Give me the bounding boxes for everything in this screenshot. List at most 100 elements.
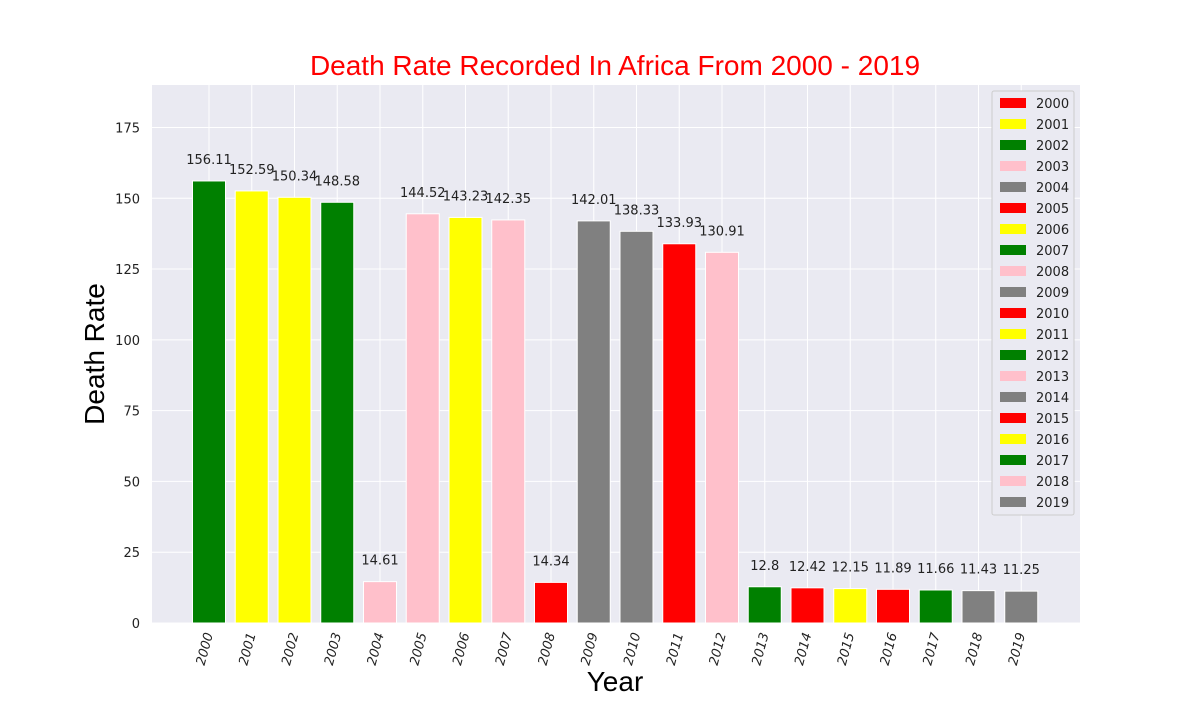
legend-label: 2017 [1036,454,1069,469]
legend-label: 2002 [1036,139,1069,154]
bar [192,180,226,624]
bar [363,581,397,624]
legend-swatch [1000,161,1026,171]
data-label: 148.58 [315,174,361,189]
bar [234,190,269,624]
legend-label: 2018 [1036,475,1069,490]
x-tick-label: 2014 [792,631,815,667]
data-label: 130.91 [699,224,745,239]
x-tick-label: 2017 [921,630,944,667]
y-tick-label: 175 [115,121,140,136]
legend-label: 2003 [1036,160,1069,175]
y-tick-label: 0 [132,617,140,632]
legend-label: 2007 [1036,244,1069,259]
legend-label: 2009 [1036,286,1069,301]
x-tick-label: 2000 [194,631,217,667]
data-label: 142.01 [571,193,617,208]
x-tick-label: 2003 [322,631,345,667]
chart-title: Death Rate Recorded In Africa From 2000 … [310,50,920,81]
y-tick-label: 50 [123,475,140,490]
x-axis-ticks: 2000 2001 2002 2003 2004 2005 2006 2007 2008 2009… [194,630,1029,667]
data-label: 14.34 [532,554,569,569]
legend-label: 2016 [1036,433,1069,448]
legend-label: 2005 [1036,202,1069,217]
legend-label: 2013 [1036,370,1069,385]
x-tick-label: 2002 [279,631,302,667]
legend-label: 2006 [1036,223,1069,238]
legend-swatch [1000,119,1026,129]
data-label: 12.15 [832,561,869,576]
legend-swatch [1000,497,1026,507]
legend-swatch [1000,203,1026,213]
data-label: 12.8 [750,559,779,574]
x-tick-label: 2005 [408,631,431,667]
data-label: 144.52 [400,186,446,201]
bar [790,587,825,624]
x-tick-label: 2019 [1006,631,1029,667]
x-tick-label: 2018 [963,631,986,667]
data-label: 152.59 [229,163,275,178]
y-tick-label: 150 [115,192,140,207]
y-axis-label: Death Rate [79,283,110,425]
y-axis-ticks: 0 25 50 75 100 125 150 175 [115,121,140,632]
bar [833,588,868,624]
bar [576,220,611,624]
x-tick-label: 2009 [579,631,602,667]
bar [320,201,355,624]
legend-swatch [1000,182,1026,192]
y-tick-label: 100 [115,334,140,349]
data-label: 11.89 [874,561,911,576]
legend-swatch [1000,350,1026,360]
legend-swatch [1000,308,1026,318]
bar [747,586,782,624]
legend-label: 2004 [1036,181,1069,196]
data-label: 133.93 [657,216,703,231]
bar [405,213,440,624]
y-tick-label: 75 [123,405,140,420]
legend-swatch [1000,392,1026,402]
y-tick-label: 25 [123,546,140,561]
x-tick-label: 2007 [493,630,516,667]
bar [961,590,996,624]
bar [277,196,312,624]
x-tick-label: 2006 [450,631,473,667]
data-label: 12.42 [789,560,826,575]
data-label: 150.34 [272,169,318,184]
legend-box [991,90,1075,516]
legend-label: 2000 [1036,97,1069,112]
data-label: 138.33 [614,203,660,218]
data-label: 143.23 [443,189,489,204]
legend-label: 2012 [1036,349,1069,364]
legend-swatch [1000,266,1026,276]
data-label: 11.25 [1003,563,1040,578]
data-label: 156.11 [186,153,232,168]
x-tick-label: 2012 [707,631,730,667]
y-tick-label: 125 [115,263,140,278]
legend-label: 2011 [1036,328,1069,343]
legend-label: 2010 [1036,307,1069,322]
bar [705,251,739,624]
data-label: 14.61 [361,554,398,569]
legend-swatch [1000,371,1026,381]
bar [876,588,910,624]
legend-label: 2008 [1036,265,1069,280]
x-tick-label: 2011 [664,631,687,667]
bar [534,581,568,624]
legend-label: 2001 [1036,118,1069,133]
bar [448,216,483,624]
legend-label: 2014 [1036,391,1069,406]
data-label: 142.35 [486,192,532,207]
legend-swatch [1000,476,1026,486]
legend-swatch [1000,224,1026,234]
legend-swatch [1000,329,1026,339]
x-tick-label: 2010 [621,631,644,667]
bar [491,219,526,624]
legend-swatch [1000,140,1026,150]
bar [918,589,953,624]
bar [662,243,697,624]
bar [619,230,654,624]
x-tick-label: 2016 [878,631,901,667]
